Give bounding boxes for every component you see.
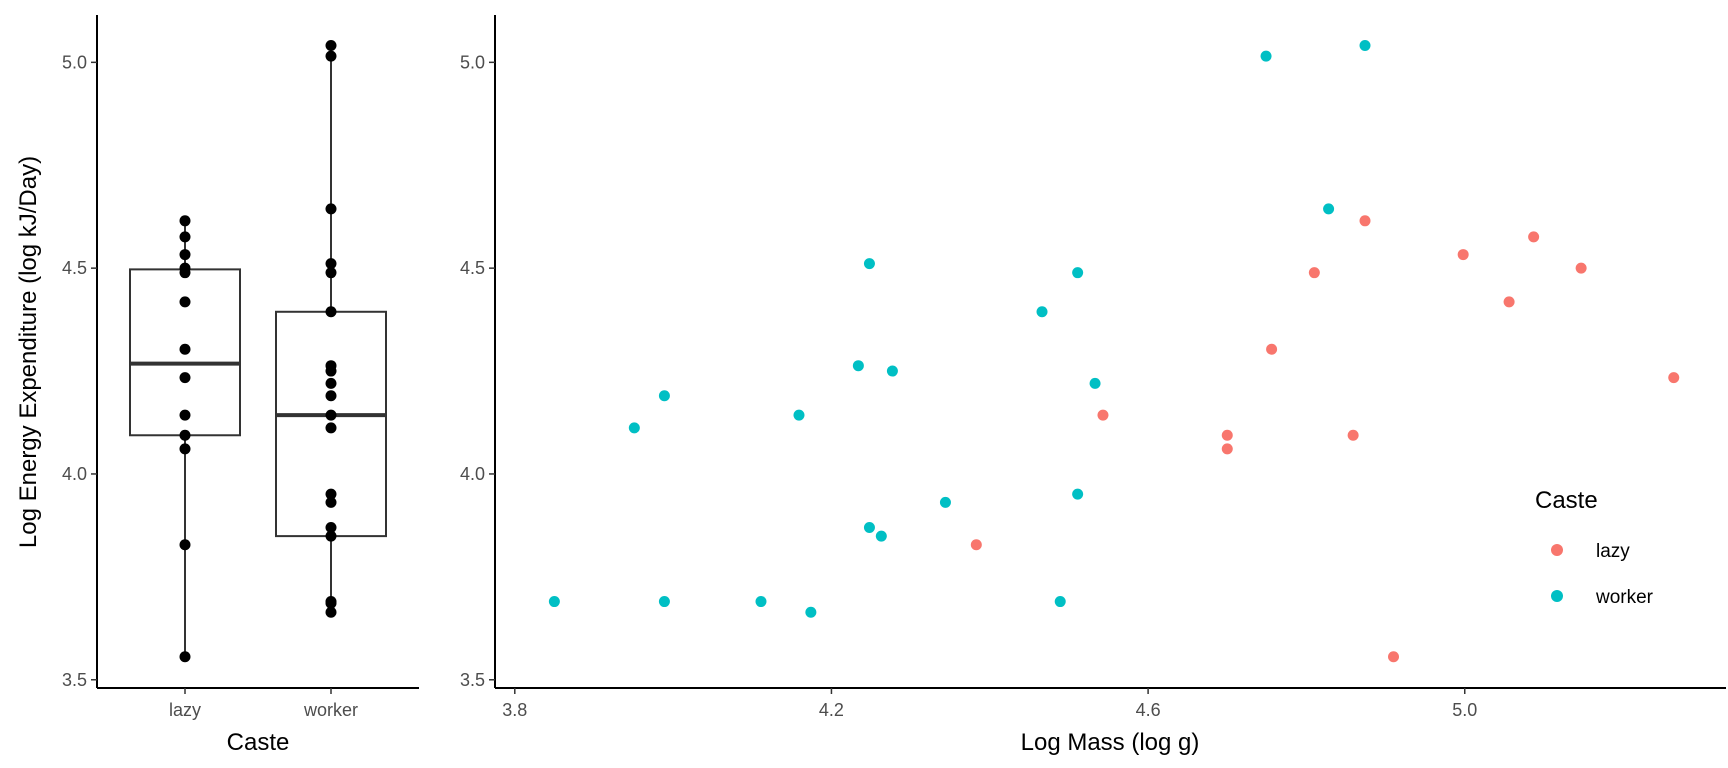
scatter-points bbox=[548, 39, 1680, 663]
legend-label-lazy: lazy bbox=[1596, 541, 1630, 562]
legend-key-worker bbox=[1551, 590, 1563, 602]
right-y-tick-label: 5.0 bbox=[460, 52, 485, 72]
scatter-point-worker bbox=[863, 521, 875, 533]
scatter-point-lazy bbox=[1457, 249, 1469, 261]
scatter-point-worker bbox=[755, 596, 767, 608]
scatter-point-lazy bbox=[970, 539, 982, 551]
scatter-point-worker bbox=[863, 258, 875, 270]
scatter-point-lazy bbox=[1575, 262, 1587, 274]
box-point-lazy bbox=[179, 296, 191, 308]
legend: Caste lazy worker bbox=[1535, 487, 1654, 608]
box-point-lazy bbox=[179, 372, 191, 384]
scatter-point-worker bbox=[1089, 377, 1101, 389]
legend-key-lazy bbox=[1551, 544, 1563, 556]
scatter-point-lazy bbox=[1221, 443, 1233, 455]
scatter-point-lazy bbox=[1359, 215, 1371, 227]
left-y-tick-label: 4.0 bbox=[62, 464, 87, 484]
box-point-lazy bbox=[179, 651, 191, 663]
box-point-lazy bbox=[179, 267, 191, 279]
right-y-tick-label: 3.5 bbox=[460, 670, 485, 690]
scatter-point-lazy bbox=[1347, 429, 1359, 441]
scatter-point-worker bbox=[886, 365, 898, 377]
scatter-point-worker bbox=[1359, 39, 1371, 51]
scatter-point-lazy bbox=[1388, 651, 1400, 663]
left-y-ticks: 3.5 4.0 4.5 5.0 bbox=[62, 52, 97, 690]
left-y-tick-label: 3.5 bbox=[62, 670, 87, 690]
scatter-point-worker bbox=[875, 530, 887, 542]
right-x-tick-label: 5.0 bbox=[1452, 700, 1477, 720]
scatter-point-worker bbox=[628, 422, 640, 434]
box-point-worker bbox=[325, 50, 337, 62]
box-point-worker bbox=[325, 390, 337, 402]
scatter-point-worker bbox=[1072, 488, 1084, 500]
left-x-tick-label: worker bbox=[303, 700, 358, 720]
scatter-point-lazy bbox=[1528, 231, 1540, 243]
legend-title: Caste bbox=[1535, 487, 1598, 514]
right-x-tick-label: 3.8 bbox=[502, 700, 527, 720]
box-point-worker bbox=[325, 488, 337, 500]
scatter-point-lazy bbox=[1503, 296, 1515, 308]
box-point-lazy bbox=[179, 231, 191, 243]
boxplot-boxes bbox=[129, 45, 387, 657]
box-point-lazy bbox=[179, 539, 191, 551]
right-y-tick-label: 4.5 bbox=[460, 258, 485, 278]
scatter-point-worker bbox=[1323, 203, 1335, 215]
scatter-point-lazy bbox=[1668, 372, 1680, 384]
left-y-tick-label: 4.5 bbox=[62, 258, 87, 278]
left-y-axis-title: Log Energy Expenditure (log kJ/Day) bbox=[15, 156, 42, 548]
box-point-worker bbox=[325, 606, 337, 618]
scatter-panel: 3.5 4.0 4.5 5.0 3.8 4.2 4.6 5.0 Log Mass (log … bbox=[460, 15, 1726, 756]
right-x-axis-title: Log Mass (log g) bbox=[1021, 729, 1200, 756]
boxplot-panel: 3.5 4.0 4.5 5.0 lazy worker Caste Log Energy… bbox=[15, 15, 419, 756]
left-x-ticks: lazy worker bbox=[169, 688, 358, 720]
scatter-point-worker bbox=[1054, 596, 1066, 608]
box-point-worker bbox=[325, 409, 337, 421]
box-point-worker bbox=[325, 597, 337, 609]
box-point-worker bbox=[325, 377, 337, 389]
box-point-worker bbox=[325, 203, 337, 215]
box-point-worker bbox=[325, 530, 337, 542]
box-point-worker bbox=[325, 258, 337, 270]
legend-label-worker: worker bbox=[1595, 587, 1654, 608]
box-point-worker bbox=[325, 267, 337, 279]
right-x-tick-label: 4.6 bbox=[1136, 700, 1161, 720]
left-x-axis-title: Caste bbox=[227, 729, 290, 756]
box-point-worker bbox=[325, 365, 337, 377]
scatter-point-worker bbox=[939, 496, 951, 508]
scatter-point-lazy bbox=[1097, 409, 1109, 421]
box-point-worker bbox=[325, 39, 337, 51]
scatter-point-worker bbox=[1260, 50, 1272, 62]
boxplot-points bbox=[179, 39, 337, 663]
right-x-tick-label: 4.2 bbox=[819, 700, 844, 720]
right-y-ticks: 3.5 4.0 4.5 5.0 bbox=[460, 52, 495, 690]
scatter-point-worker bbox=[852, 360, 864, 372]
left-x-tick-label: lazy bbox=[169, 700, 201, 720]
box-point-worker bbox=[325, 496, 337, 508]
box-point-lazy bbox=[179, 443, 191, 455]
scatter-point-worker bbox=[793, 409, 805, 421]
box-point-lazy bbox=[179, 249, 191, 261]
box-point-worker bbox=[325, 521, 337, 533]
scatter-point-worker bbox=[658, 390, 670, 402]
scatter-point-worker bbox=[658, 596, 670, 608]
scatter-point-lazy bbox=[1221, 429, 1233, 441]
scatter-point-worker bbox=[1072, 267, 1084, 279]
scatter-point-worker bbox=[1036, 306, 1048, 318]
box-point-lazy bbox=[179, 409, 191, 421]
box-point-lazy bbox=[179, 343, 191, 355]
box-point-worker bbox=[325, 422, 337, 434]
right-y-tick-label: 4.0 bbox=[460, 464, 485, 484]
scatter-point-lazy bbox=[1308, 267, 1320, 279]
scatter-point-worker bbox=[805, 606, 817, 618]
right-x-ticks: 3.8 4.2 4.6 5.0 bbox=[502, 688, 1477, 720]
scatter-point-worker bbox=[548, 596, 560, 608]
left-y-tick-label: 5.0 bbox=[62, 52, 87, 72]
box-point-lazy bbox=[179, 429, 191, 441]
box-point-lazy bbox=[179, 215, 191, 227]
box-point-worker bbox=[325, 306, 337, 318]
scatter-point-lazy bbox=[1266, 343, 1278, 355]
